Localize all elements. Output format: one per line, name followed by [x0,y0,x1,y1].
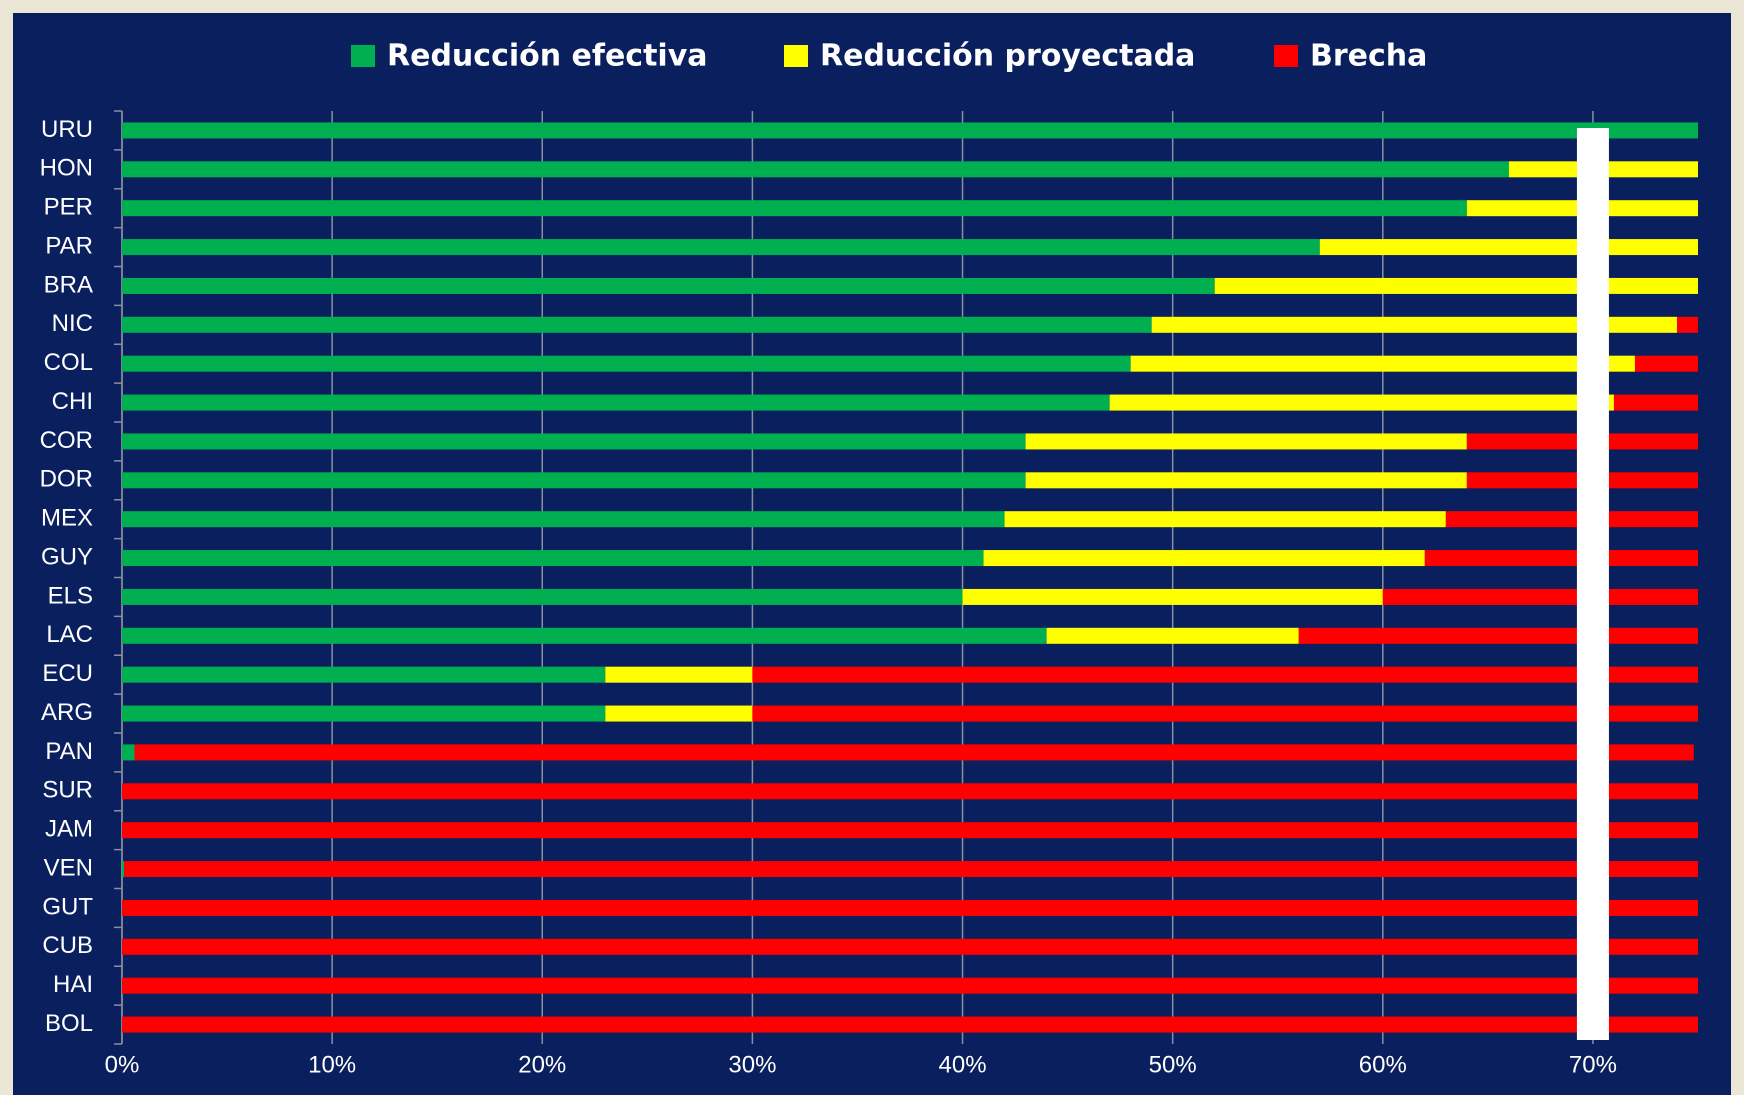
bar-segment [134,744,1694,761]
y-tick-label: BOL [45,1010,93,1037]
y-tick-label: BRA [44,271,93,298]
y-tick-label: HAI [53,971,93,998]
bar-segment [752,666,1698,683]
bar-segment [122,550,984,567]
bar-segment [1046,627,1299,644]
bar-segment [605,666,753,683]
x-tick-label: 70% [1569,1051,1617,1078]
y-tick-label: GUT [42,893,93,920]
bar-segment [1382,588,1698,605]
bar-segment [122,472,1026,489]
y-tick-label: GUY [41,543,93,570]
x-tick-label: 40% [939,1051,987,1078]
y-tick-label: URU [41,116,93,143]
bar-segment [122,200,1467,217]
bar-segment [122,433,1026,450]
bar-segment [605,705,753,722]
bar-segment [1151,316,1677,333]
y-tick-label: PER [44,194,93,221]
bar-segment [122,511,1005,528]
y-tick-label: COL [44,349,93,376]
legend-swatch [351,45,375,67]
y-tick-label: SUR [42,777,93,804]
bar-segment [1634,355,1698,372]
bar-segment [1214,277,1698,294]
bar-segment [1025,472,1467,489]
x-tick-label: 20% [518,1051,566,1078]
bar-segment [122,277,1215,294]
y-tick-label: HON [40,155,93,182]
legend-label: Reducción efectiva [387,39,708,74]
bar-segment [122,627,1047,644]
bar-segment [1298,627,1698,644]
bar-segment [122,239,1320,256]
bar-segment [1676,316,1698,333]
bar-segment [122,1016,1698,1033]
x-tick-label: 0% [105,1051,140,1078]
y-tick-label: LAC [46,621,93,648]
bar-segment [124,861,1699,878]
y-tick-label: PAR [45,232,93,259]
bar-segment [122,122,1698,139]
legend-label: Brecha [1310,39,1427,74]
y-tick-label: ELS [48,582,93,609]
bar-segment [1025,433,1467,450]
legend-label: Reducción proyectada [820,39,1195,74]
bar-segment [122,588,963,605]
bar-segment [122,822,1698,839]
bar-segment [983,550,1425,567]
bar-segment [1004,511,1446,528]
x-tick-label: 30% [728,1051,776,1078]
bar-segment [122,394,1110,411]
y-tick-label: PAN [45,738,93,765]
bar-segment [122,899,1698,916]
y-tick-label: NIC [52,310,93,337]
legend-swatch [784,45,808,67]
legend-swatch [1274,45,1298,67]
bar-segment [122,744,135,761]
y-tick-label: DOR [40,466,93,493]
bar-segment [1613,394,1698,411]
y-tick-label: VEN [44,854,93,881]
x-tick-label: 10% [308,1051,356,1078]
y-tick-label: MEX [41,505,93,532]
bar-segment [122,666,606,683]
bar-segment [122,705,606,722]
bar-segment [122,161,1509,178]
y-tick-label: COR [40,427,93,454]
bar-segment [122,938,1698,955]
y-tick-label: ARG [41,699,93,726]
y-tick-label: CUB [42,932,93,959]
x-tick-label: 50% [1149,1051,1197,1078]
y-tick-label: ECU [42,660,93,687]
bar-segment [122,316,1152,333]
bar-segment [122,783,1698,800]
y-tick-label: CHI [52,388,93,415]
bar-segment [752,705,1698,722]
bar-segment [962,588,1383,605]
bar-segment [1445,511,1698,528]
x-tick-label: 60% [1359,1051,1407,1078]
bar-segment [1424,550,1698,567]
bar-segment [122,861,125,878]
bar-segment [1130,355,1635,372]
bar-segment [1109,394,1614,411]
bar-segment [122,355,1131,372]
bar-segment [1319,239,1698,256]
reference-line [1576,128,1609,1040]
bar-segment [122,977,1698,994]
y-tick-label: JAM [45,816,93,843]
